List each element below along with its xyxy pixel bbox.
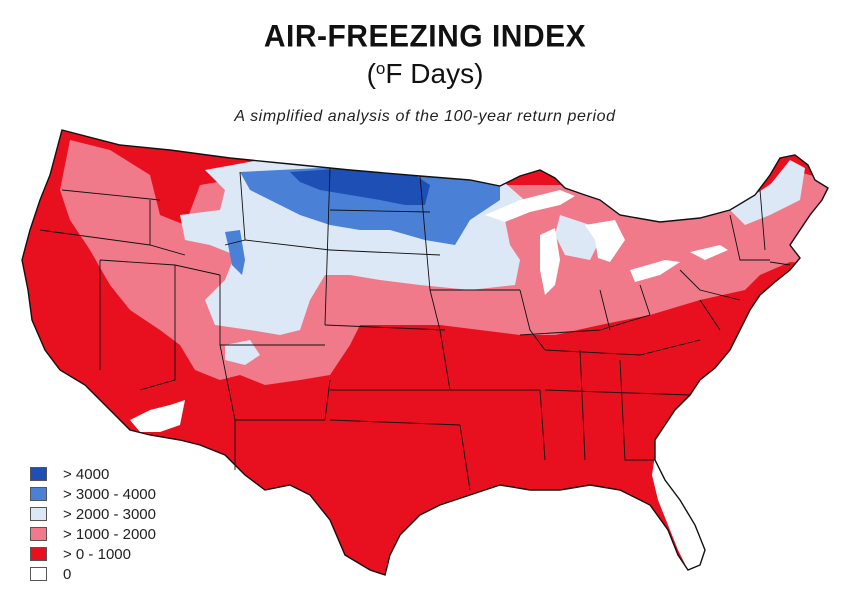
lake-erie xyxy=(630,260,680,282)
zone-gt-4000 xyxy=(290,168,430,205)
legend-item: > 2000 - 3000 xyxy=(30,504,156,524)
legend-label: > 0 - 1000 xyxy=(63,545,131,563)
legend: > 4000 > 3000 - 4000 > 2000 - 3000 > 1000 -… xyxy=(30,464,156,584)
subtitle-units: F Days) xyxy=(385,58,484,89)
lake-michigan xyxy=(540,228,560,295)
legend-item: > 1000 - 2000 xyxy=(30,524,156,544)
legend-label: > 1000 - 2000 xyxy=(63,525,156,543)
legend-item: > 0 - 1000 xyxy=(30,544,156,564)
legend-label: > 2000 - 3000 xyxy=(63,505,156,523)
map-caption: A simplified analysis of the 100-year re… xyxy=(234,108,616,125)
legend-item: > 3000 - 4000 xyxy=(30,484,156,504)
map-subtitle: (oF Days) xyxy=(0,58,850,90)
legend-label: > 3000 - 4000 xyxy=(63,485,156,503)
subtitle-degree: o xyxy=(375,59,386,78)
map-title: AIR-FREEZING INDEX xyxy=(263,19,587,54)
legend-swatch xyxy=(30,487,47,501)
great-lakes xyxy=(485,190,728,295)
lake-huron xyxy=(585,220,625,262)
legend-swatch xyxy=(30,547,47,561)
legend-item: 0 xyxy=(30,564,156,584)
lake-ontario xyxy=(690,245,728,260)
legend-item: > 4000 xyxy=(30,464,156,484)
lake-superior xyxy=(485,190,575,222)
legend-swatch xyxy=(30,467,47,481)
zone-3000-4000 xyxy=(225,168,500,275)
legend-swatch xyxy=(30,507,47,521)
legend-swatch xyxy=(30,527,47,541)
legend-label: > 4000 xyxy=(63,465,110,483)
subtitle-open: ( xyxy=(366,58,376,89)
state-borders xyxy=(39,167,791,491)
legend-swatch xyxy=(30,567,47,581)
legend-label: 0 xyxy=(63,565,72,583)
